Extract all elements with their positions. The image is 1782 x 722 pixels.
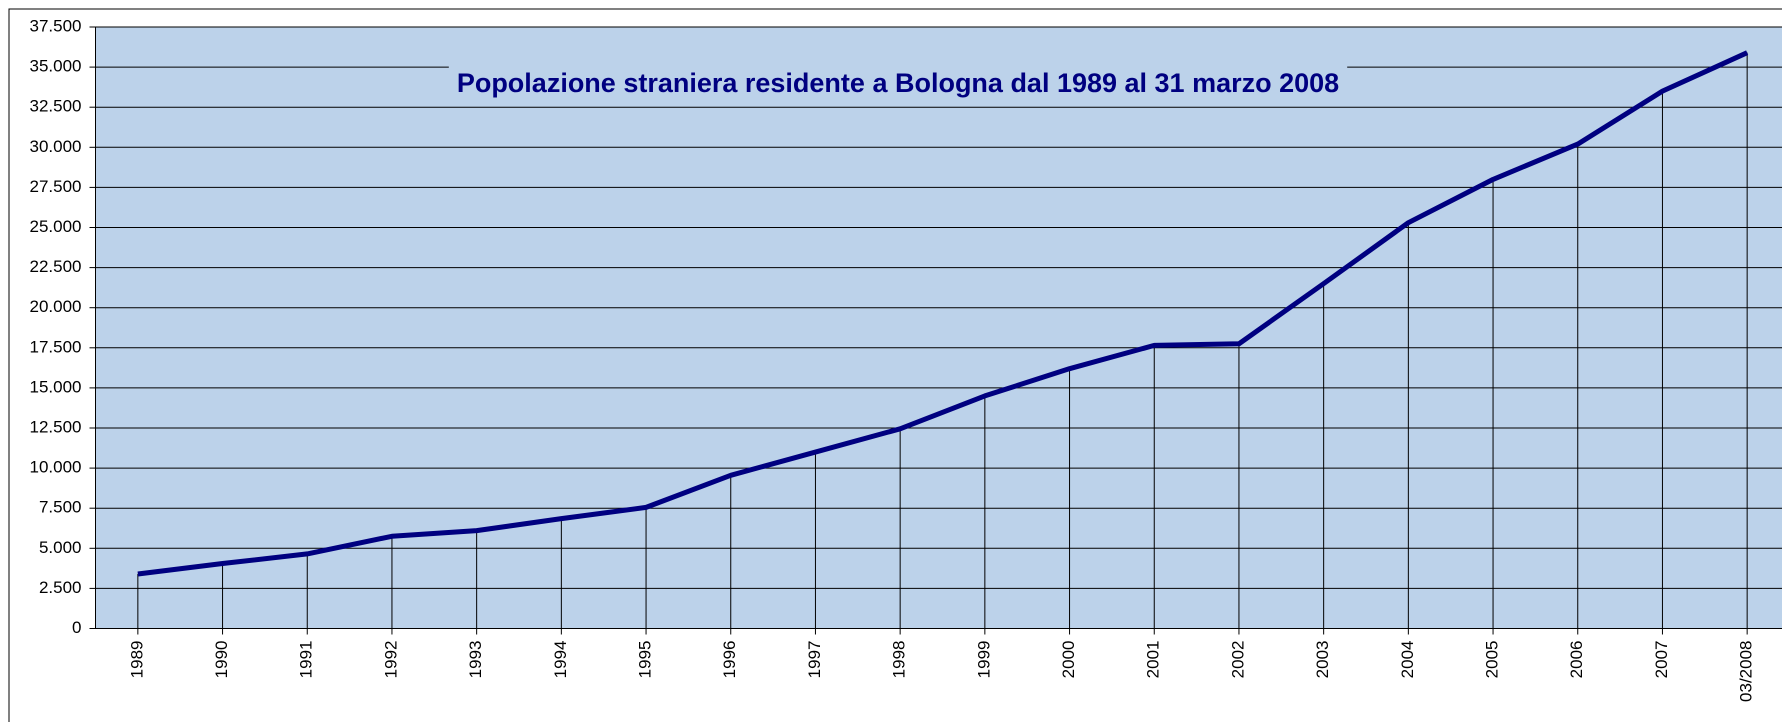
y-tick-label: 7.500 bbox=[39, 498, 82, 517]
series-line bbox=[137, 50, 1749, 577]
x-tick-label: 1991 bbox=[297, 641, 316, 679]
y-tick-label: 20.000 bbox=[30, 297, 82, 316]
x-tick-label: 2006 bbox=[1567, 641, 1586, 679]
y-tick-label: 27.500 bbox=[30, 177, 82, 196]
x-tick-label: 1994 bbox=[551, 641, 570, 679]
y-tick-label: 0 bbox=[72, 618, 81, 637]
y-tick-label: 22.500 bbox=[30, 257, 82, 276]
x-tick-label: 1998 bbox=[890, 641, 909, 679]
x-tick-label: 1996 bbox=[720, 641, 739, 679]
x-tick-label: 2002 bbox=[1228, 641, 1247, 679]
x-tick-label: 1999 bbox=[974, 641, 993, 679]
y-tick-label: 5.000 bbox=[39, 538, 82, 557]
x-tick-label: 2000 bbox=[1059, 641, 1078, 679]
x-tick-label: 1992 bbox=[381, 641, 400, 679]
x-tick-label: 2004 bbox=[1398, 641, 1417, 679]
x-tick-label: 2007 bbox=[1652, 641, 1671, 679]
y-tick-label: 2.500 bbox=[39, 578, 82, 597]
chart-border bbox=[8, 8, 1782, 722]
x-tick-label: 2001 bbox=[1144, 641, 1163, 679]
y-tick-label: 25.000 bbox=[30, 217, 82, 236]
plot-area bbox=[95, 27, 1782, 629]
y-tick-label: 10.000 bbox=[30, 458, 82, 477]
x-tick-label: 1993 bbox=[466, 641, 485, 679]
x-tick-label: 1995 bbox=[636, 641, 655, 679]
y-tick-label: 35.000 bbox=[30, 57, 82, 76]
x-tick-label: 2003 bbox=[1313, 641, 1332, 679]
x-tick-label: 1989 bbox=[127, 641, 146, 679]
y-tick-label: 32.500 bbox=[30, 97, 82, 116]
y-tick-label: 17.500 bbox=[30, 337, 82, 356]
x-tick-label: 03/2008 bbox=[1737, 641, 1756, 702]
chart-title: Popolazione straniera residente a Bologn… bbox=[457, 68, 1339, 98]
title-background bbox=[448, 62, 1348, 105]
x-tick-label: 1990 bbox=[212, 641, 231, 679]
y-tick-label: 37.500 bbox=[30, 16, 82, 35]
y-tick-label: 30.000 bbox=[30, 137, 82, 156]
y-tick-label: 12.500 bbox=[30, 417, 82, 436]
x-tick-label: 2005 bbox=[1483, 641, 1502, 679]
x-tick-label: 1997 bbox=[805, 641, 824, 679]
y-tick-label: 15.000 bbox=[30, 377, 82, 396]
